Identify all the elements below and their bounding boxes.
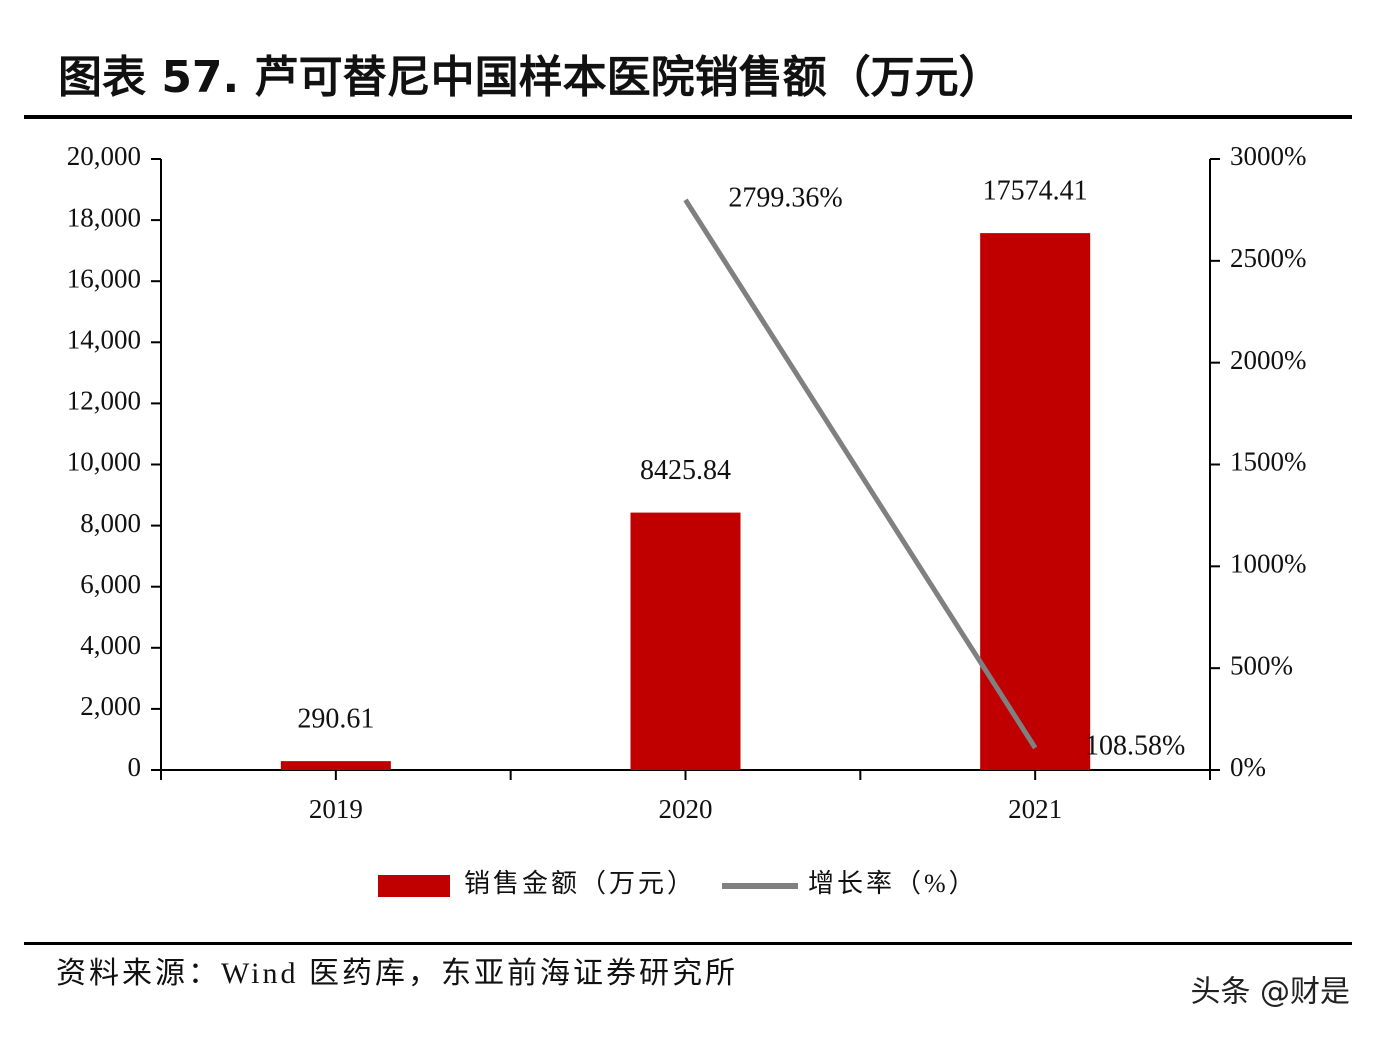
y-tick-label: 14,000	[67, 325, 141, 355]
value-label: 290.61	[297, 704, 374, 735]
bar	[630, 512, 741, 770]
legend-swatch	[378, 875, 450, 897]
y-tick-label: 6,000	[80, 569, 141, 599]
x-tick-label: 2019	[309, 794, 363, 824]
value-label: 17574.41	[983, 176, 1088, 207]
y2-tick-label: 3000%	[1230, 141, 1307, 171]
y2-tick-label: 2000%	[1230, 345, 1307, 375]
y2-tick-label: 2500%	[1230, 243, 1307, 273]
y2-tick-label: 1500%	[1230, 447, 1307, 477]
x-tick-label: 2021	[1008, 794, 1062, 824]
y-tick-label: 8,000	[80, 508, 141, 538]
value-label: 2799.36%	[728, 182, 842, 213]
bar	[980, 233, 1091, 770]
y-tick-label: 2,000	[80, 691, 141, 721]
value-label: 8425.84	[640, 455, 731, 486]
y-tick-label: 16,000	[67, 263, 141, 293]
y-tick-label: 4,000	[80, 630, 141, 660]
y-tick-label: 18,000	[67, 202, 141, 232]
y2-tick-label: 1000%	[1230, 549, 1307, 579]
y-tick-label: 10,000	[67, 447, 141, 477]
bar	[280, 761, 391, 770]
x-tick-label: 2020	[659, 794, 713, 824]
line	[683, 198, 1038, 750]
y-tick-label: 12,000	[67, 386, 141, 416]
value-label: 108.58%	[1085, 730, 1185, 761]
y-tick-label: 0	[128, 752, 142, 782]
y2-tick-label: 0%	[1230, 752, 1266, 782]
legend-label: 销售金额（万元）	[464, 869, 696, 898]
legend-label: 增长率（%）	[808, 869, 978, 898]
chart-title: 图表 57. 芦可替尼中国样本医院销售额（万元）	[58, 52, 1003, 103]
y2-tick-label: 500%	[1230, 650, 1293, 680]
watermark: 头条 @财是	[1190, 975, 1350, 1010]
source-rule	[24, 942, 1352, 945]
y-tick-label: 20,000	[67, 141, 141, 171]
title-rule	[24, 115, 1352, 119]
source: 资料来源：Wind 医药库，东亚前海证券研究所	[56, 957, 738, 990]
